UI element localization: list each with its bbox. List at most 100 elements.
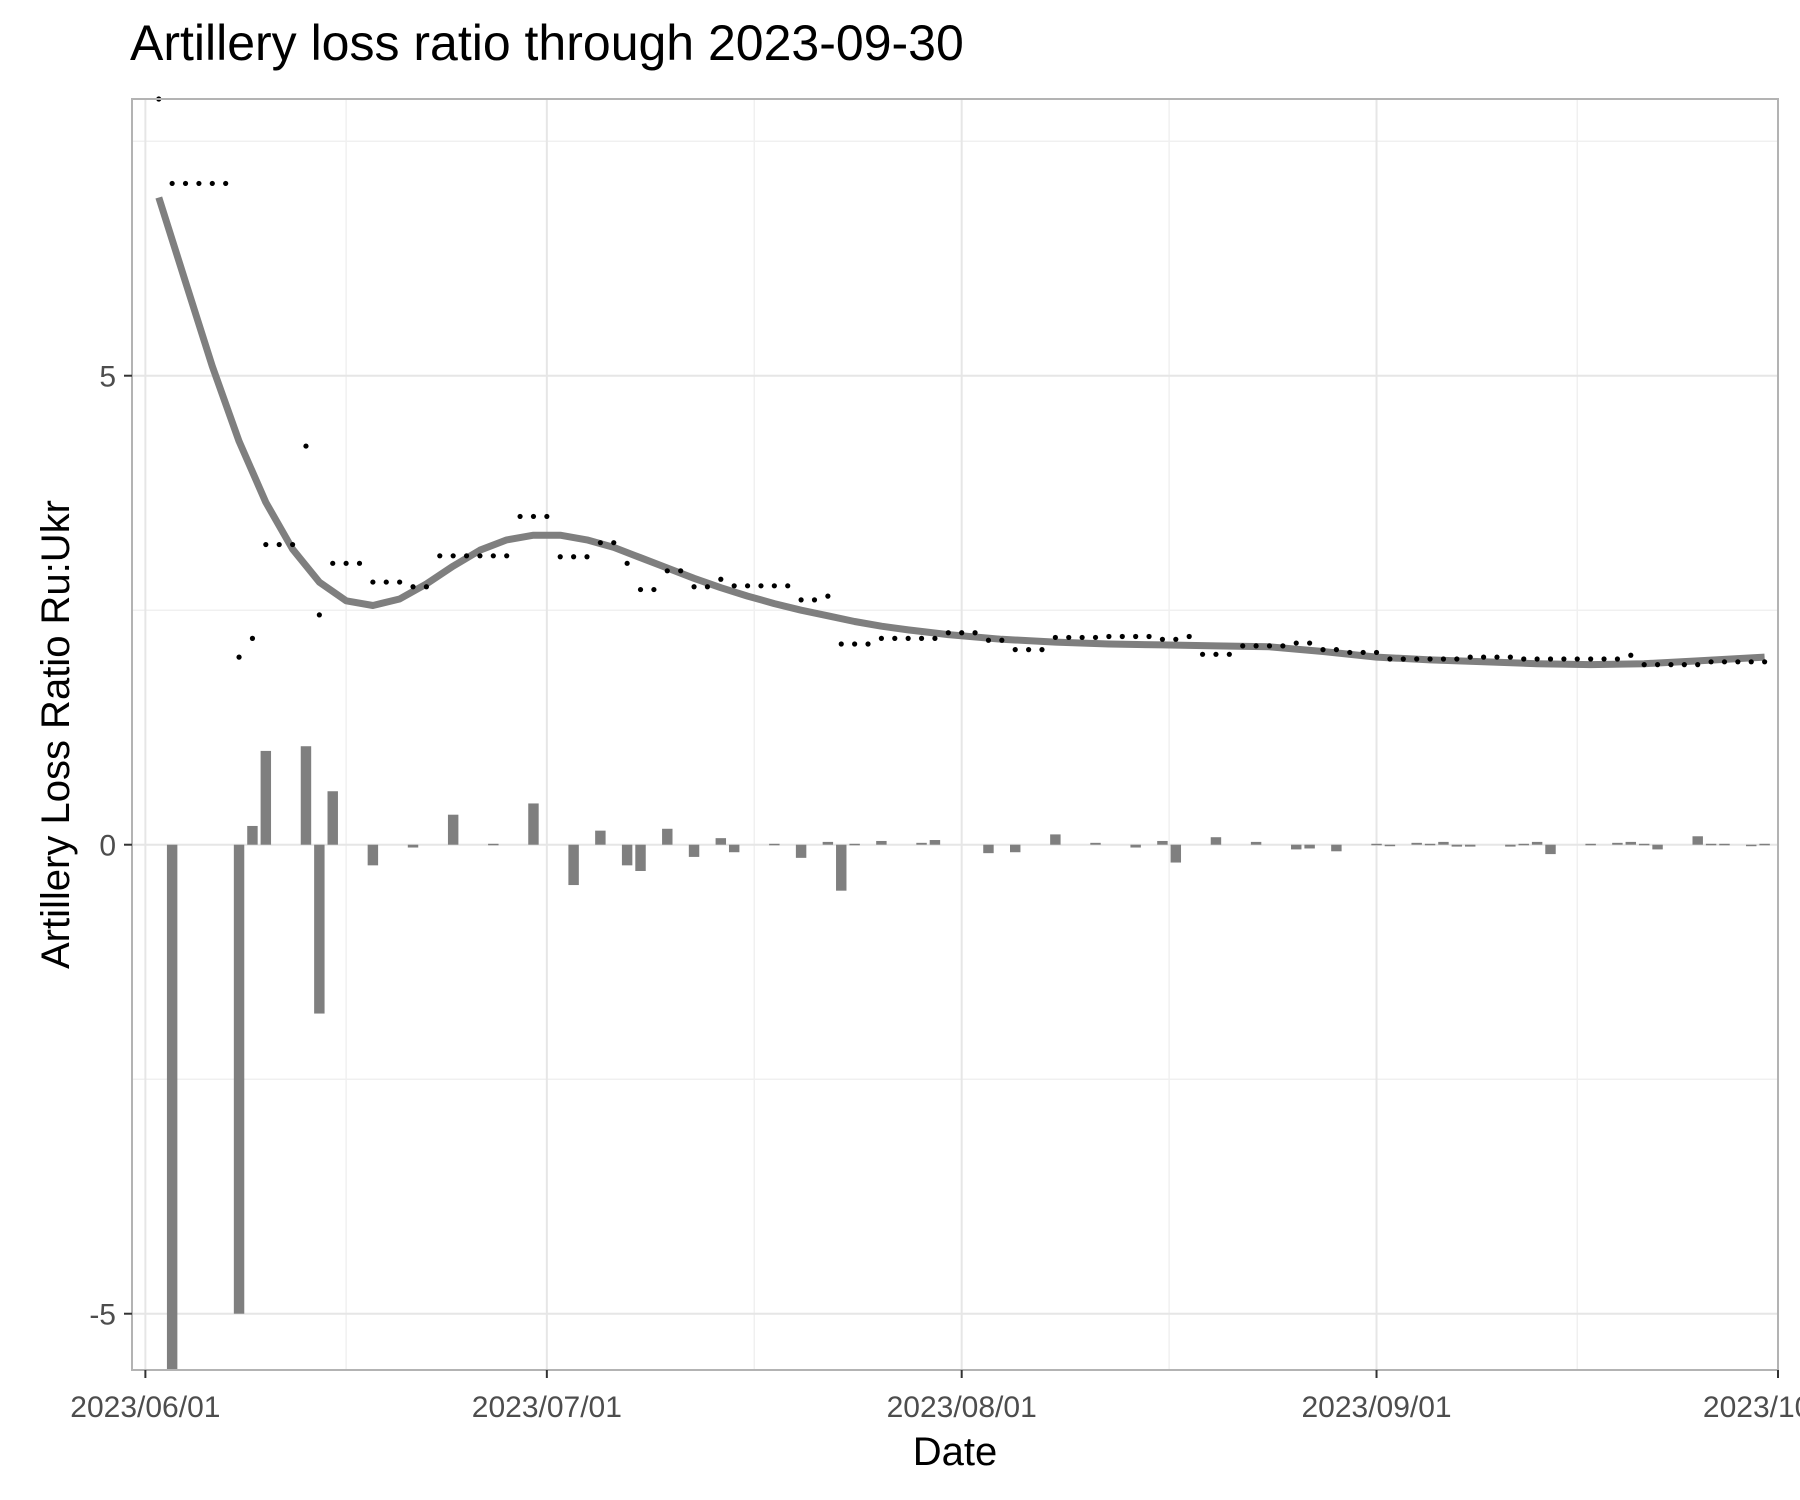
ratio-point bbox=[1173, 636, 1179, 642]
ratio-point bbox=[1494, 654, 1500, 660]
y-tick-label: 5 bbox=[99, 361, 116, 394]
x-tick-label: 2023/10/01 bbox=[1703, 1391, 1800, 1424]
difference-bar bbox=[1411, 842, 1422, 845]
ratio-point bbox=[731, 583, 737, 589]
ratio-point bbox=[1240, 643, 1246, 649]
difference-bar bbox=[1719, 843, 1730, 846]
ratio-point bbox=[932, 635, 938, 641]
y-tick-label: -5 bbox=[89, 1299, 116, 1332]
ratio-point bbox=[865, 641, 871, 647]
ratio-point bbox=[1588, 656, 1594, 662]
ratio-point bbox=[169, 180, 175, 187]
ratio-point bbox=[999, 637, 1005, 643]
ratio-point bbox=[1735, 659, 1741, 665]
y-axis-title: Artillery Loss Ratio Ru:Ukr bbox=[34, 500, 78, 969]
ratio-point bbox=[624, 560, 630, 566]
difference-bar bbox=[1625, 841, 1637, 845]
difference-bar bbox=[1612, 842, 1623, 845]
ratio-point bbox=[410, 584, 416, 590]
ratio-point bbox=[1547, 656, 1554, 662]
ratio-point bbox=[1373, 649, 1380, 656]
ratio-point bbox=[1762, 659, 1768, 665]
difference-bar bbox=[769, 843, 780, 846]
x-tick-label: 2023/08/01 bbox=[887, 1391, 1037, 1424]
ratio-point bbox=[1414, 656, 1420, 662]
difference-bar bbox=[983, 844, 994, 854]
difference-bar bbox=[1371, 843, 1382, 846]
difference-bar bbox=[247, 825, 258, 845]
grid-lines bbox=[132, 99, 1779, 1370]
difference-bar bbox=[1050, 834, 1061, 845]
difference-bar bbox=[1157, 840, 1168, 845]
difference-bar bbox=[1518, 843, 1529, 846]
difference-bar bbox=[1545, 844, 1556, 855]
ratio-point bbox=[1092, 634, 1099, 641]
difference-bar bbox=[688, 844, 700, 857]
difference-bar bbox=[367, 844, 379, 866]
ratio-point bbox=[1333, 647, 1339, 653]
difference-bar bbox=[795, 844, 807, 858]
ratio-point bbox=[584, 554, 590, 560]
ratio-point bbox=[397, 579, 403, 585]
ratio-point bbox=[1119, 633, 1125, 640]
ratio-point bbox=[223, 180, 229, 187]
ratio-point bbox=[370, 579, 376, 585]
ratio-point bbox=[1521, 656, 1527, 662]
ratio-point bbox=[959, 630, 965, 636]
ratio-point bbox=[423, 584, 430, 590]
difference-bar bbox=[635, 844, 646, 871]
ratio-point bbox=[557, 554, 563, 560]
difference-bar bbox=[488, 843, 499, 846]
difference-bar bbox=[1759, 843, 1770, 846]
difference-bar bbox=[1464, 844, 1476, 847]
ratio-point bbox=[263, 541, 269, 548]
difference-bar bbox=[822, 841, 834, 845]
panel-border bbox=[131, 98, 1779, 1371]
difference-bar bbox=[1090, 842, 1101, 845]
ratio-point bbox=[1440, 656, 1447, 662]
ratio-point bbox=[1320, 647, 1326, 653]
smooth-trend-line bbox=[155, 196, 1765, 669]
difference-bar bbox=[300, 746, 312, 845]
ratio-point bbox=[1012, 647, 1018, 653]
x-axis-title: Date bbox=[913, 1430, 998, 1474]
ratio-point bbox=[1347, 649, 1353, 656]
ratio-point bbox=[704, 584, 711, 590]
ratio-point bbox=[972, 630, 978, 636]
difference-bar bbox=[916, 842, 927, 845]
ratio-point bbox=[1213, 651, 1219, 657]
ratio-point bbox=[1159, 636, 1166, 642]
ratio-point bbox=[383, 579, 389, 585]
difference-bar bbox=[1384, 844, 1396, 847]
difference-bar bbox=[1451, 844, 1463, 847]
difference-bar bbox=[1210, 837, 1222, 845]
ratio-point bbox=[758, 583, 764, 589]
ratio-point bbox=[571, 554, 577, 560]
ratio-point bbox=[1052, 634, 1058, 641]
difference-bar bbox=[1585, 843, 1596, 846]
ratio-point bbox=[1226, 651, 1232, 657]
difference-bar bbox=[836, 844, 847, 891]
ratio-point bbox=[1360, 649, 1366, 656]
difference-bar bbox=[715, 838, 727, 845]
ratio-point bbox=[892, 635, 898, 641]
ratio-point bbox=[1106, 633, 1112, 640]
ratio-point bbox=[343, 560, 349, 566]
ratio-point bbox=[1695, 662, 1701, 668]
ratio-point bbox=[236, 654, 242, 660]
ratio-point bbox=[1721, 659, 1728, 665]
ratio-point bbox=[1628, 652, 1634, 658]
chart-title: Artillery loss ratio through 2023-09-30 bbox=[130, 15, 964, 71]
difference-bar bbox=[1304, 844, 1315, 849]
ratio-point bbox=[918, 635, 925, 641]
ratio-point bbox=[1641, 662, 1647, 668]
ratio-point bbox=[1454, 656, 1460, 662]
ratio-point bbox=[490, 553, 496, 559]
difference-bar bbox=[568, 844, 579, 886]
ratio-point bbox=[1708, 659, 1714, 665]
ratio-point bbox=[838, 641, 844, 647]
difference-bar bbox=[233, 844, 245, 1314]
ratio-point bbox=[289, 541, 296, 548]
ratio-point bbox=[651, 586, 657, 593]
